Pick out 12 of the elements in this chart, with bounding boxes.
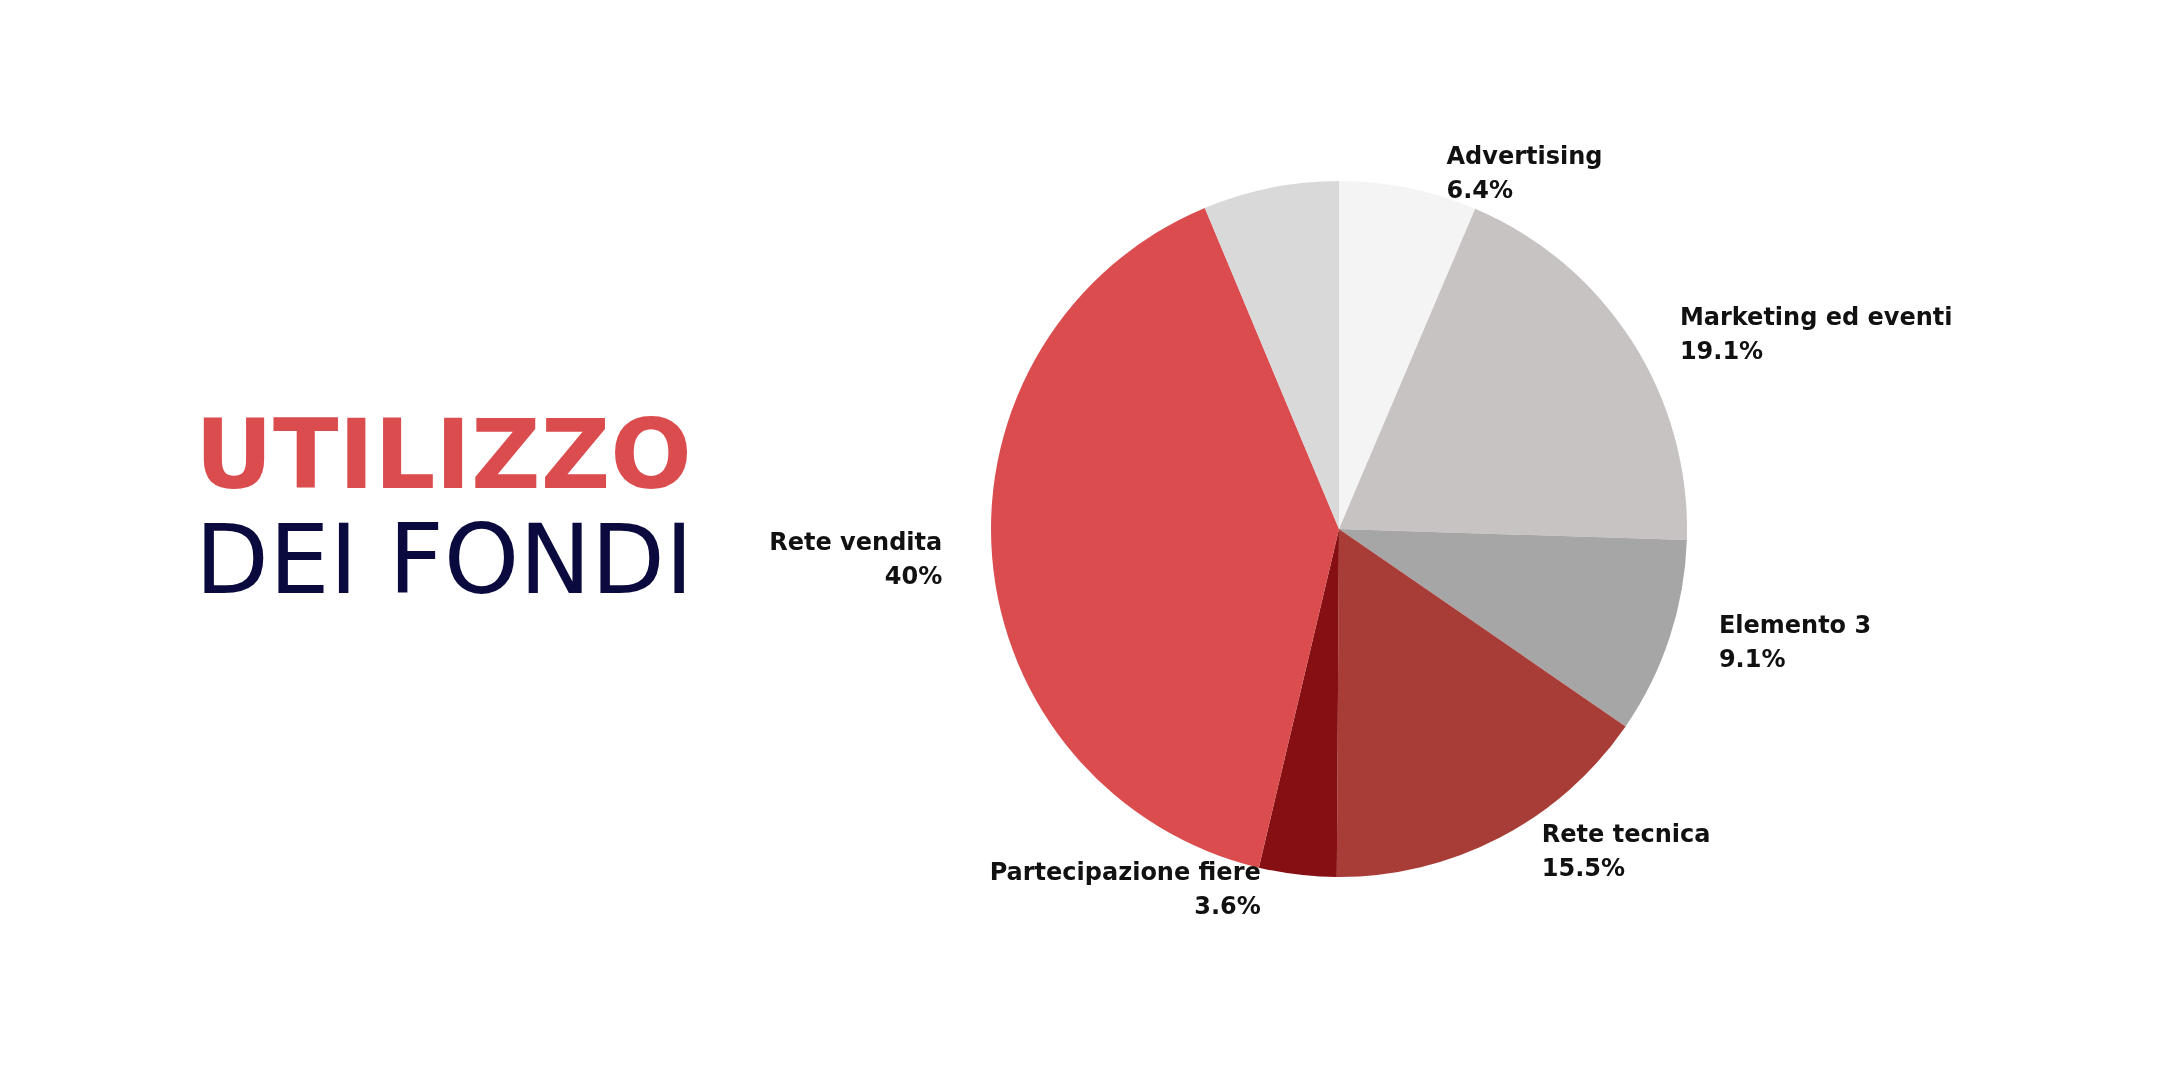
slice-label: Advertising [1446, 142, 1603, 171]
slice-label: Rete vendita [769, 527, 943, 556]
data-label: 40% [884, 561, 943, 590]
slice-label: Elemento 3 [1718, 611, 1872, 640]
data-label: 6.4% [1446, 176, 1514, 205]
slice-label: Rete tecnica [1541, 819, 1711, 848]
data-label: 19.1% [1679, 336, 1764, 365]
data-label: 3.6% [1194, 892, 1261, 921]
slice-label: Marketing ed eventi [1679, 302, 1953, 331]
data-label: 9.1% [1718, 645, 1786, 674]
data-label: 15.5% [1541, 853, 1626, 882]
slice-label: Partecipazione fiere [989, 858, 1261, 887]
